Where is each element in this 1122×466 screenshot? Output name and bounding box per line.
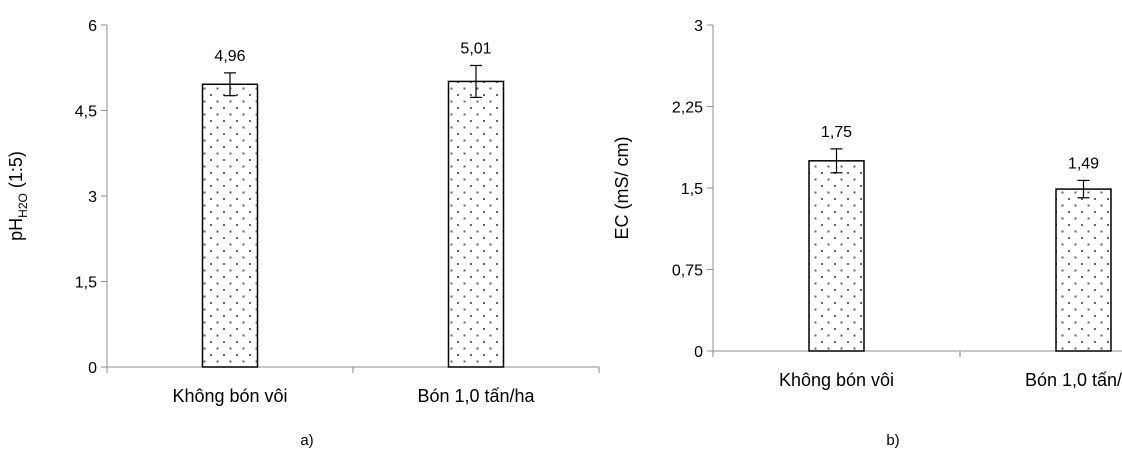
data-label: 1,49 [1068,155,1099,172]
panel-label: b) [886,432,899,449]
y-tick-label: 1,5 [681,181,703,198]
x-category-label: Không bón vôi [779,370,894,390]
bar [1055,188,1112,352]
x-category-label: Bón 1,0 tấn/ha [417,386,535,406]
y-tick-label: 0 [694,344,703,361]
y-tick-label: 2,25 [672,100,703,117]
data-label: 1,75 [821,124,852,141]
x-category-label: Bón 1,0 tấn/ha [1025,370,1122,390]
y-tick-label: 6 [88,18,97,35]
y-axis-title: pHH2O (1:5) [6,151,30,241]
y-tick-label: 3 [88,189,97,206]
y-tick-label: 1,5 [75,275,97,292]
y-axis-title: EC (mS/ cm) [612,137,632,240]
y-tick-label: 0 [88,360,97,377]
chart-panel-1: 0 1,5 3 4,5 6 4,96 Không bón vôi 5,01 Bón 1,0 tấ… [6,18,600,449]
bar [447,80,505,368]
panel-label: a) [300,432,313,449]
chart-panel-2: 0 0,75 1,5 2,25 3 1,75 Không bón vôi 1,49 Bón 1,… [612,18,1122,449]
y-tick-label: 0,75 [672,263,703,280]
x-category-label: Không bón vôi [172,386,287,406]
y-tick-label: 4,5 [75,104,97,121]
y-tick-label: 3 [694,18,703,35]
data-label: 5,01 [460,40,491,57]
bar [808,160,865,352]
data-label: 4,96 [214,48,245,65]
bar [201,83,259,368]
